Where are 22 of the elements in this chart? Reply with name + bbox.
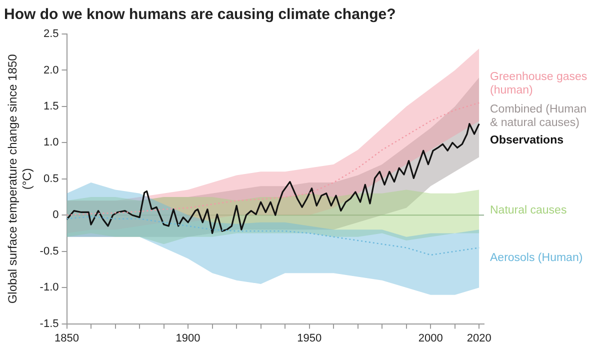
series-label: Greenhouse gases (human) [490, 71, 588, 97]
chart-title: How do we know humans are causing climate change? [4, 6, 396, 24]
x-tick-label: 1850 [54, 332, 79, 344]
y-tick-label: 2.0 [43, 64, 59, 76]
x-tick-label: 2000 [418, 332, 443, 344]
legend-label: Combined (Human & natural causes) [490, 104, 587, 130]
y-tick-label: 1.0 [43, 136, 59, 149]
legend-label: Natural causes [490, 204, 567, 217]
x-tick-label: 2020 [466, 332, 492, 344]
y-tick-label: -1.5 [40, 318, 59, 330]
y-axis-title: Global surface temperature change since 1850 (°C) [6, 54, 34, 304]
y-tick-label: -1.0 [40, 282, 59, 294]
y-tick-label: 1.5 [43, 100, 59, 112]
series-label: Aerosols (Human) [490, 252, 583, 264]
x-tick-label: 1900 [176, 332, 200, 344]
y-tick-label: 2.5 [43, 28, 59, 40]
y-tick-label: -0.5 [40, 245, 59, 258]
y-tick-label: 0.5 [43, 172, 59, 185]
y-tick-label: 0 [52, 209, 59, 222]
line-series [66, 102, 480, 216]
series-label: Observations [490, 134, 564, 147]
x-tick-label: 1950 [297, 332, 322, 344]
